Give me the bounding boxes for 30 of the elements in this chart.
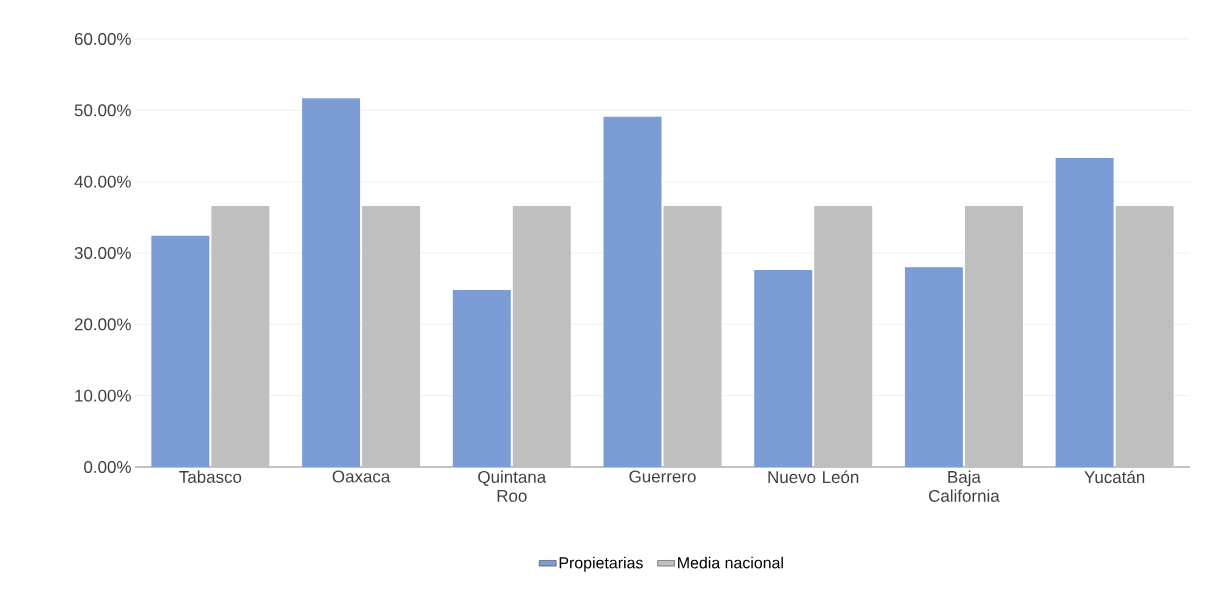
bar [663,205,722,467]
y-tick-label: 50.00% [74,104,131,117]
legend-label: Media nacional [678,556,783,569]
y-tick-label: 40.00% [74,175,131,188]
bar [964,205,1023,467]
y-tick-label: 20.00% [74,318,131,331]
bar [362,205,421,467]
x-tick-label: Tabasco [179,470,242,483]
x-tick-label: Guerrero [629,470,696,483]
bar [1115,205,1174,467]
bar [151,235,210,467]
bar [754,270,813,467]
x-tick-label: Quintana Roo [478,470,547,502]
bar [452,290,511,467]
legend-label: Propietarias [559,556,643,572]
x-tick-label: Oaxaca [332,470,391,483]
bar [1055,158,1114,467]
x-tick-label: Yucatán [1084,470,1145,484]
y-tick-label: 0.00% [84,460,131,473]
bar [512,205,571,467]
bar [814,205,873,467]
bar [603,116,662,467]
y-tick-label: 30.00% [74,246,131,259]
bar [904,267,963,467]
bar [302,98,361,467]
y-tick-label: 10.00% [75,389,131,402]
y-tick-label: 60.00% [74,32,131,45]
bar [211,205,270,467]
x-tick-label: Baja California [929,470,1000,502]
x-tick-label: Nuevo León [768,470,859,484]
